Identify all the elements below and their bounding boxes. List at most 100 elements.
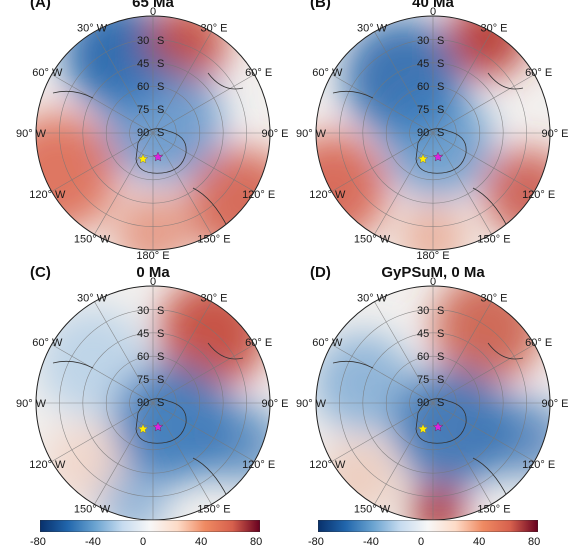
coastlines	[52, 72, 244, 229]
map-panel-d: (D) GyPSuM, 0 Ma 30 S 45 S 60 S 75 S 90 S 0 30° E 60° …	[280, 264, 570, 540]
lon-label: 120° W	[309, 459, 346, 471]
lat-label: 60	[417, 81, 429, 93]
colorbar-tick: 0	[418, 536, 425, 548]
lon-label: 120° E	[522, 459, 555, 471]
lat-label: 30	[137, 35, 149, 47]
colorbar-tick: -80	[308, 536, 324, 548]
lat-label: 45	[137, 58, 149, 70]
lon-label: 60° W	[312, 67, 343, 79]
lon-label: 120° W	[29, 189, 66, 201]
lon-label: 0	[430, 6, 436, 18]
colorbar-tick: 40	[473, 536, 486, 548]
lon-label: 30° E	[480, 22, 507, 34]
colorbar-tick: 0	[140, 536, 147, 548]
lon-label: 180° E	[416, 250, 449, 262]
lon-label: 90° E	[541, 128, 568, 140]
lat-label: 30	[417, 35, 429, 47]
lat-hemisphere-label: S	[437, 58, 444, 70]
map-border	[315, 15, 551, 251]
lon-label: 60° W	[312, 337, 343, 349]
magenta-star-marker	[432, 421, 444, 432]
lat-label: 90	[417, 397, 429, 409]
lat-label: 45	[417, 328, 429, 340]
panel-title: 40 Ma	[412, 0, 454, 11]
lat-hemisphere-label: S	[437, 305, 444, 317]
lat-label: 90	[417, 127, 429, 139]
colorbar-gradient	[318, 520, 538, 532]
yellow-star-marker	[417, 423, 429, 434]
lon-label: 120° E	[522, 189, 555, 201]
lon-label: 30° E	[480, 292, 507, 304]
lat-hemisphere-label: S	[437, 127, 444, 139]
colorbar	[318, 520, 538, 532]
anomaly-blob	[113, 363, 233, 483]
yellow-star-marker	[417, 153, 429, 164]
coastlines	[332, 72, 524, 229]
lat-label: 30	[417, 305, 429, 317]
anomaly-blob	[393, 368, 513, 488]
lon-label: 30° E	[200, 292, 227, 304]
lat-label: 75	[417, 374, 429, 386]
lat-label: 75	[417, 104, 429, 116]
graticule	[36, 286, 270, 520]
colorbar-tick: 40	[195, 536, 208, 548]
lat-hemisphere-label: S	[437, 35, 444, 47]
yellow-star-marker	[137, 423, 149, 434]
lat-hemisphere-label: S	[157, 127, 164, 139]
lon-label: 150° W	[74, 234, 111, 246]
lat-hemisphere-label: S	[157, 305, 164, 317]
coastlines	[332, 342, 524, 499]
colorbar	[40, 520, 260, 532]
polar-map: 30 S 45 S 60 S 75 S 90 S 0 30° E 60° E 90° E 120° E 150…	[16, 276, 289, 532]
lon-label: 180° E	[136, 250, 169, 262]
lon-label: 90° W	[16, 128, 47, 140]
lat-hemisphere-label: S	[157, 397, 164, 409]
magenta-star-marker	[432, 151, 444, 162]
panel-title: 65 Ma	[132, 0, 174, 11]
lat-label: 60	[137, 81, 149, 93]
lon-label: 90° E	[541, 398, 568, 410]
anomaly-blob	[483, 148, 550, 238]
anomaly-blob	[38, 308, 148, 418]
lat-label: 45	[137, 328, 149, 340]
lat-hemisphere-label: S	[157, 104, 164, 116]
lon-label: 120° E	[242, 189, 275, 201]
lat-hemisphere-label: S	[437, 374, 444, 386]
polar-map: 30 S 45 S 60 S 75 S 90 S 0 30° E 60° E 90° E 120° E 150…	[296, 276, 569, 532]
panel-letter: (B)	[310, 0, 331, 11]
lon-label: 60° W	[32, 67, 63, 79]
polar-map: 30 S 45 S 60 S 75 S 90 S 0 30° E 60° E 90° E 120° E 150…	[296, 6, 569, 262]
anomaly-blob	[316, 333, 413, 433]
lat-hemisphere-label: S	[437, 104, 444, 116]
lon-label: 90° W	[296, 128, 327, 140]
lat-hemisphere-label: S	[157, 58, 164, 70]
graticule	[36, 16, 270, 250]
anomaly-blob	[98, 468, 168, 520]
lat-hemisphere-label: S	[437, 351, 444, 363]
yellow-star-marker	[137, 153, 149, 164]
lon-label: 60° E	[525, 67, 552, 79]
lat-hemisphere-label: S	[157, 374, 164, 386]
colorbar-tick: 80	[250, 536, 263, 548]
anomaly-blob	[433, 286, 543, 383]
lon-label: 60° E	[245, 67, 272, 79]
polar-map: 30 S 45 S 60 S 75 S 90 S 0 30° E 60° E 90° E 120° E 150…	[16, 6, 289, 262]
lon-label: 30° W	[77, 292, 108, 304]
lon-label: 60° E	[525, 337, 552, 349]
graticule	[316, 16, 550, 250]
lat-hemisphere-label: S	[437, 397, 444, 409]
lon-label: 150° E	[197, 504, 230, 516]
anomaly-blob	[188, 148, 270, 250]
lat-label: 60	[417, 351, 429, 363]
lat-label: 75	[137, 104, 149, 116]
lat-hemisphere-label: S	[437, 81, 444, 93]
panel-letter: (C)	[30, 264, 51, 281]
map-border	[35, 15, 271, 251]
lat-label: 30	[137, 305, 149, 317]
lon-label: 120° W	[309, 189, 346, 201]
colorbar-tick: -40	[363, 536, 379, 548]
graticule	[316, 286, 550, 520]
lon-label: 150° E	[477, 234, 510, 246]
panel-letter: (A)	[30, 0, 51, 11]
lon-label: 150° E	[197, 234, 230, 246]
